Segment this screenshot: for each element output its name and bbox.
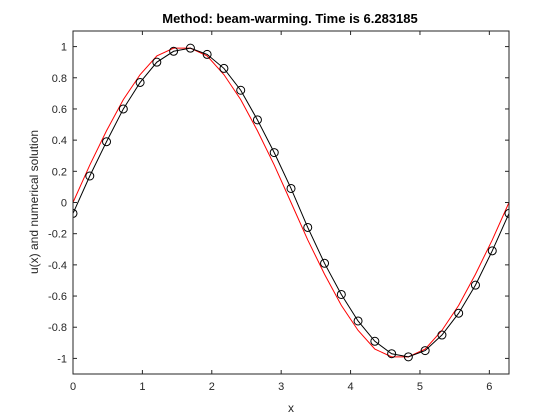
y-tick-label: 1 bbox=[61, 42, 67, 54]
y-tick-label: -1 bbox=[57, 353, 67, 365]
numerical-solution-marker bbox=[320, 258, 330, 268]
y-tick-label: -0.2 bbox=[48, 229, 67, 241]
numerical-solution-marker bbox=[135, 77, 145, 87]
numerical-solution-marker bbox=[286, 183, 296, 193]
numerical-solution-marker bbox=[73, 208, 78, 218]
y-axis-ticks: -1 -0.8 -0.6 -0.4 -0.2 0 0.2 0.4 0.6 0.8 1 bbox=[48, 42, 509, 365]
numerical-solution-marker bbox=[152, 57, 162, 67]
numerical-solution-marker bbox=[236, 85, 246, 95]
numerical-solution-marker bbox=[336, 289, 346, 299]
numerical-solution-marker bbox=[353, 316, 363, 326]
numerical-solution-marker bbox=[403, 352, 413, 362]
numerical-solution-marker bbox=[370, 336, 380, 346]
numerical-solution-marker bbox=[387, 349, 397, 359]
numerical-solution-marker bbox=[252, 115, 262, 125]
numerical-solution-marker bbox=[185, 43, 195, 53]
chart-title: Method: beam-warming. Time is 6.283185 bbox=[162, 11, 418, 26]
numerical-solution-marker bbox=[437, 330, 447, 340]
y-tick-label: 0.4 bbox=[52, 135, 67, 147]
numerical-solution-marker bbox=[303, 222, 313, 232]
numerical-solution-marker bbox=[454, 308, 464, 318]
numerical-solution-line bbox=[73, 47, 509, 358]
x-tick-label: 0 bbox=[70, 381, 76, 393]
series-layer bbox=[73, 43, 509, 362]
x-axis-ticks: 0 1 2 3 4 5 6 bbox=[70, 31, 492, 393]
y-tick-label: -0.8 bbox=[48, 322, 67, 334]
x-tick-label: 5 bbox=[417, 381, 423, 393]
y-tick-label: -0.4 bbox=[48, 260, 67, 272]
numerical-solution-marker bbox=[470, 280, 480, 290]
numerical-solution-marker bbox=[102, 137, 112, 147]
exact-solution-line bbox=[73, 47, 509, 358]
y-tick-label: 0 bbox=[61, 198, 67, 210]
x-tick-label: 4 bbox=[348, 381, 354, 393]
y-tick-label: 0.2 bbox=[52, 166, 67, 178]
x-tick-label: 6 bbox=[486, 381, 492, 393]
numerical-solution-marker bbox=[219, 63, 229, 73]
x-tick-label: 3 bbox=[278, 381, 284, 393]
numerical-solution-marker bbox=[85, 171, 95, 181]
numerical-solution-marker bbox=[118, 104, 128, 114]
numerical-solution-marker bbox=[487, 246, 497, 256]
y-tick-label: 0.8 bbox=[52, 73, 67, 85]
numerical-solution-marker bbox=[202, 49, 212, 59]
x-tick-label: 2 bbox=[209, 381, 215, 393]
y-axis-label: u(x) and numerical solution bbox=[27, 130, 41, 274]
x-axis-label: x bbox=[288, 401, 294, 415]
numerical-solution-marker bbox=[269, 148, 279, 158]
y-tick-label: -0.6 bbox=[48, 291, 67, 303]
numerical-solution-marker bbox=[420, 346, 430, 356]
numerical-solution-marker bbox=[169, 46, 179, 56]
x-tick-label: 1 bbox=[139, 381, 145, 393]
y-tick-label: 0.6 bbox=[52, 104, 67, 116]
